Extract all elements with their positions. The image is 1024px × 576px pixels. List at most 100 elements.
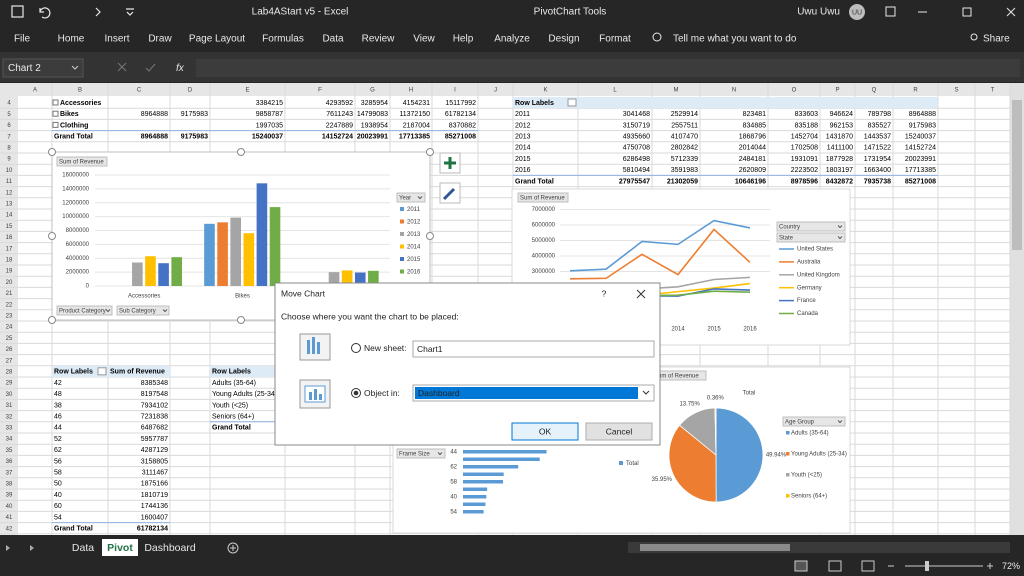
row-header: 14 [6, 213, 13, 219]
restore-button[interactable] [962, 7, 972, 17]
selection-handle[interactable] [48, 316, 56, 324]
pivot-cell: 4750708 [623, 145, 650, 152]
expand-button[interactable] [52, 110, 59, 117]
field-button[interactable] [782, 416, 846, 427]
formula-input[interactable] [196, 59, 1020, 77]
tell-me[interactable]: Tell me what you want to do [673, 34, 797, 45]
legend-swatch [786, 452, 790, 456]
ribbon-tab[interactable]: Review [362, 34, 396, 45]
ribbon-tab[interactable]: Insert [104, 34, 129, 45]
pie-slice [715, 407, 764, 503]
legend-label: Australia [797, 259, 821, 265]
ribbon-tab[interactable]: File [14, 34, 31, 45]
ribbon-tab[interactable]: Format [599, 34, 631, 45]
save-icon[interactable] [11, 5, 24, 18]
sheet-tab[interactable]: Dashboard [144, 542, 196, 554]
pivot-cell: Grand Total [212, 425, 251, 432]
page-break-view[interactable] [861, 560, 875, 572]
sheet-tab[interactable]: Pivot [107, 542, 133, 554]
normal-view[interactable] [794, 560, 808, 572]
selection-handle[interactable] [426, 148, 434, 156]
close-button[interactable] [1006, 7, 1016, 17]
name-box[interactable] [2, 58, 84, 78]
ribbon-tab[interactable]: Page Layout [189, 34, 245, 45]
field-button[interactable] [776, 232, 846, 243]
field-button[interactable] [776, 221, 846, 232]
ribbon-tab[interactable]: Data [322, 34, 344, 45]
filter-button[interactable] [97, 367, 107, 376]
selection-handle[interactable] [237, 148, 245, 156]
ribbon-display-button[interactable] [885, 6, 896, 17]
pivot-cell: 4287129 [141, 447, 168, 454]
ribbon-tab[interactable]: View [413, 34, 435, 45]
scroll-thumb[interactable] [1012, 100, 1022, 250]
y-tick-label: 8000000 [66, 228, 90, 234]
new-sheet-input[interactable] [412, 340, 655, 358]
share-button[interactable]: Share [983, 34, 1010, 45]
column-header: R [913, 88, 918, 94]
chart-title: Total [743, 391, 756, 397]
pivot-cell: 3150719 [623, 122, 650, 129]
page-layout-view[interactable] [828, 560, 842, 572]
row-header: 32 [6, 414, 13, 420]
touch-icon[interactable] [95, 7, 101, 17]
new-sheet-radio[interactable] [351, 343, 361, 353]
ok-button[interactable] [511, 422, 579, 441]
legend-label: United States [797, 247, 833, 253]
legend-label: 2014 [407, 245, 421, 251]
cancel-button[interactable] [585, 422, 653, 441]
ribbon-tab[interactable]: Draw [148, 34, 172, 45]
field-button[interactable] [116, 305, 170, 316]
dialog-close[interactable] [636, 289, 646, 299]
user-name[interactable]: Uwu Uwu [797, 7, 840, 18]
zoom-thumb[interactable] [925, 561, 929, 571]
zoom-slider[interactable] [888, 563, 993, 569]
dropdown-arrow [162, 309, 168, 313]
field-button[interactable] [396, 448, 446, 459]
ribbon-tab[interactable]: Help [453, 34, 474, 45]
bar [256, 183, 268, 286]
bar [463, 457, 540, 461]
pivot-cell: 6286498 [623, 156, 650, 163]
expand-button[interactable] [52, 121, 59, 128]
horizontal-scrollbar[interactable] [628, 542, 1010, 553]
pivot-cell: 1997035 [256, 122, 283, 129]
field-button[interactable] [396, 192, 426, 203]
filter-button[interactable] [567, 98, 577, 107]
field-button[interactable] [56, 156, 108, 167]
pivot-cell: 60 [54, 503, 62, 510]
pivot-cell: 2620809 [739, 167, 766, 174]
pivot-cell: 3591983 [671, 167, 698, 174]
expand-button[interactable] [52, 99, 59, 106]
selection-handle[interactable] [237, 316, 245, 324]
function-button[interactable]: fx [176, 63, 185, 74]
row-header: 7 [7, 134, 11, 140]
field-button[interactable] [517, 192, 569, 203]
undo-icon[interactable] [39, 7, 51, 19]
field-button[interactable] [56, 305, 113, 316]
h-scroll-thumb[interactable] [640, 544, 790, 551]
new-sheet-button[interactable] [227, 542, 239, 554]
zoom-level[interactable]: 72% [1002, 561, 1020, 571]
pivot-cell: 1868796 [739, 134, 766, 141]
bar [145, 256, 156, 286]
ribbon-tab[interactable]: Formulas [262, 34, 304, 45]
bar [204, 223, 215, 286]
customize-icon[interactable] [126, 8, 134, 16]
pivot-cell: Bikes [60, 111, 79, 118]
ribbon-tab[interactable]: Home [58, 34, 85, 45]
field-button-label: Age Group [785, 420, 815, 426]
row-header: 5 [7, 112, 11, 118]
selection-handle[interactable] [48, 148, 56, 156]
selection-handle[interactable] [48, 232, 56, 240]
sheet-tab[interactable]: Data [72, 542, 94, 554]
selection-handle[interactable] [426, 232, 434, 240]
dropdown-arrow [105, 309, 111, 313]
y-tick-label: 4000000 [532, 254, 556, 260]
ribbon-tab[interactable]: Analyze [494, 34, 530, 45]
ribbon-tab[interactable]: Design [548, 34, 579, 45]
pivot-cell: 1744136 [141, 503, 168, 510]
pivot-cell: 1731954 [864, 156, 891, 163]
avatar[interactable] [849, 4, 865, 20]
dialog-help[interactable]: ? [602, 288, 607, 298]
